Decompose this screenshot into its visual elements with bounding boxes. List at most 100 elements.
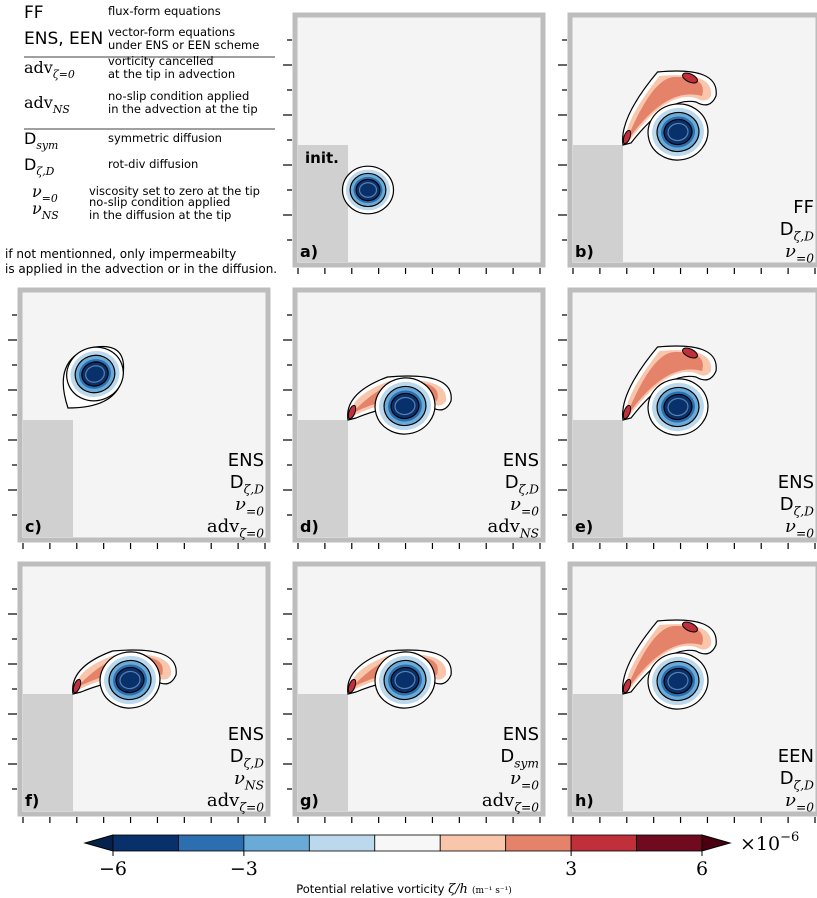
colorbar-swatch <box>243 834 310 852</box>
contour-band <box>85 365 105 383</box>
legend-key: νNS <box>32 199 59 222</box>
legend-desc: viscosity set to zero at the tip <box>89 184 260 198</box>
panel-id: c) <box>25 517 42 536</box>
scheme-label: ν=0 <box>785 241 814 265</box>
land-block <box>298 420 348 537</box>
scheme-label: advζ=0 <box>482 790 539 814</box>
colorbar-swatch <box>505 834 572 852</box>
legend-footnote: if not mentionned, only impermeabilty <box>5 247 236 261</box>
colorbar-swatch <box>112 834 179 852</box>
scheme-label: ν=0 <box>510 494 539 518</box>
colorbar-tick-label: 6 <box>696 858 708 880</box>
scheme-label: ENS <box>503 450 539 471</box>
legend-row: ν=0 viscosity set to zero at the tip <box>32 182 260 205</box>
contour-band <box>667 671 689 691</box>
filament-core <box>682 72 698 84</box>
contour-band <box>394 670 416 690</box>
legend-desc: no-slip condition applied <box>108 89 249 103</box>
legend-key: Dζ,D <box>24 155 55 178</box>
scheme-label: Dζ,D <box>780 494 814 518</box>
panel-id: b) <box>575 242 594 261</box>
legend-desc: under ENS or EEN scheme <box>108 38 259 52</box>
colorbar-tick-label: 3 <box>565 858 577 880</box>
land-block <box>298 145 348 262</box>
legend-desc: flux-form equations <box>108 4 221 18</box>
colorbar-swatch <box>308 834 376 852</box>
scheme-label: ν=0 <box>785 516 814 540</box>
panel-id: d) <box>300 517 319 536</box>
legend-desc: rot-div diffusion <box>108 157 198 171</box>
land-block <box>23 694 73 811</box>
colorbar-multiplier: ×10−6 <box>740 830 799 855</box>
scheme-label: ENS <box>778 472 814 493</box>
colorbar-tick-label: −6 <box>99 858 127 880</box>
legend-key: ENS, EEN <box>24 29 103 49</box>
colorbar-extend-high <box>701 834 732 852</box>
land-block <box>23 420 73 537</box>
legend-desc: vector-form equations <box>108 25 235 39</box>
scheme-label: Dζ,D <box>230 472 264 496</box>
scheme-label: advζ=0 <box>207 516 264 540</box>
filament-tip <box>622 404 632 420</box>
scheme-label: ν=0 <box>785 790 814 814</box>
legend-key: ν=0 <box>32 182 58 205</box>
scheme-label: advζ=0 <box>207 790 264 814</box>
legend-desc: in the diffusion at the tip <box>89 208 231 222</box>
contour-band <box>667 397 689 417</box>
colorbar-tick-label: −3 <box>230 858 258 880</box>
contour-band <box>667 122 689 142</box>
contour-band <box>394 396 416 416</box>
land-block <box>298 694 348 811</box>
filament-tip <box>72 678 82 694</box>
land-block <box>573 694 623 811</box>
panel-id: h) <box>575 791 594 810</box>
panel-frame <box>17 287 271 543</box>
colorbar-extend-low <box>83 834 114 852</box>
scheme-label: Dζ,D <box>230 746 264 770</box>
scheme-label: ENS <box>228 450 264 471</box>
scheme-label: ν=0 <box>510 768 539 792</box>
colorbar-label: Potential relative vorticity ζ/h (m⁻¹ s⁻… <box>296 882 512 897</box>
legend-key: Dsym <box>24 129 58 152</box>
land-block <box>573 420 623 537</box>
filament-band <box>628 351 703 412</box>
filament-core <box>682 621 698 633</box>
scheme-label: ENS <box>228 724 264 745</box>
legend-row: Dsym symmetric diffusion <box>24 129 222 152</box>
legend-desc: no-slip condition applied <box>89 195 230 209</box>
panel-id: a) <box>300 242 318 261</box>
legend-footnote: is applied in the advection or in the di… <box>5 262 277 276</box>
filament-tip <box>347 678 357 694</box>
panel-id: e) <box>575 517 593 536</box>
filament-tip <box>622 129 632 145</box>
filament-tip <box>347 404 357 420</box>
legend-key: FF <box>24 3 44 23</box>
scheme-label: Dsym <box>500 746 539 770</box>
panel-id: f) <box>25 791 39 810</box>
init-label: init. <box>305 149 339 167</box>
scheme-label: advNS <box>487 516 539 540</box>
legend-block: FF flux-form equations ENS, EEN vector-form… <box>5 3 277 276</box>
scheme-label: Dζ,D <box>505 472 539 496</box>
scheme-label: Dζ,D <box>780 768 814 792</box>
panel-a: init. a) <box>283 12 546 274</box>
legend-desc: symmetric diffusion <box>108 131 222 145</box>
contour-band <box>358 182 378 198</box>
colorbar: −6 −3 3 6 ×10−6 Potential relative vorticity … <box>83 830 799 897</box>
legend-key: advζ=0 <box>24 58 75 81</box>
legend-desc: in the advection at the tip <box>108 102 258 116</box>
colorbar-swatch <box>570 834 637 852</box>
